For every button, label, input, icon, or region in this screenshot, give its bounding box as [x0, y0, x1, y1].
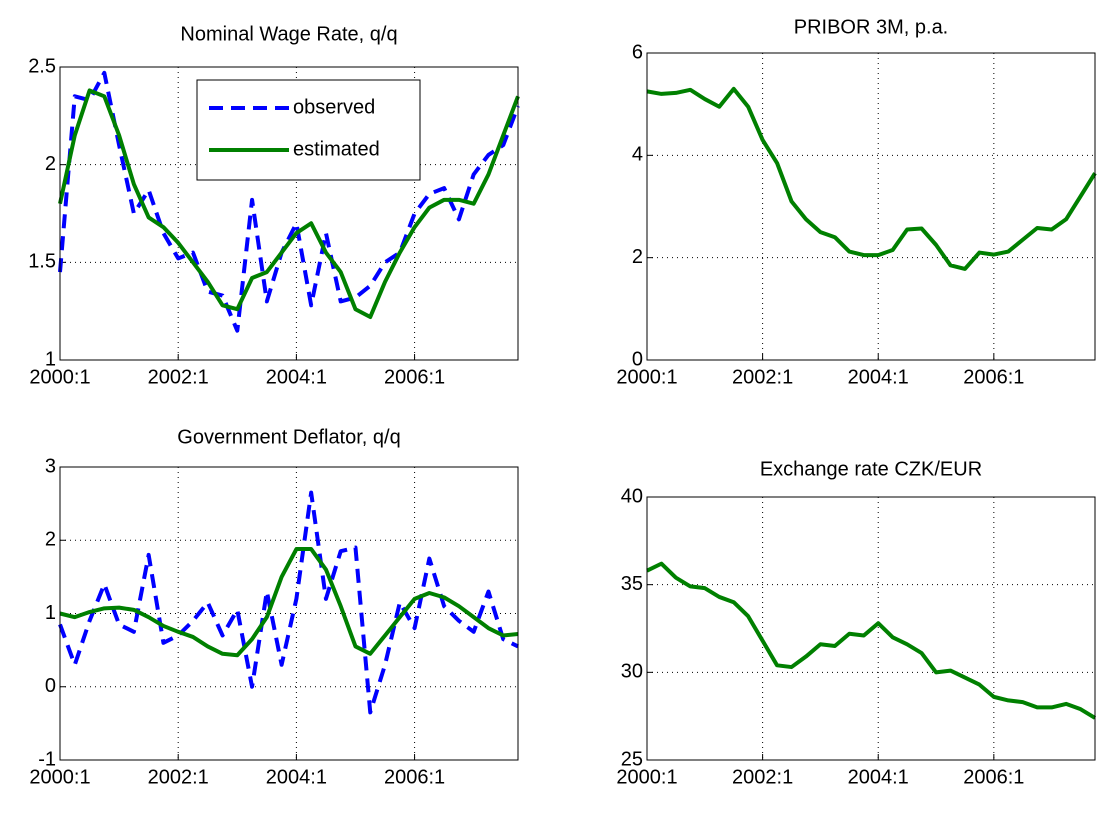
series-line: [58, 88, 520, 320]
subplot-title: Nominal Wage Rate, q/q: [180, 23, 397, 45]
legend-box: [196, 79, 421, 181]
y-tick-label: 40: [621, 485, 643, 507]
y-tick-label: 0: [632, 348, 643, 370]
y-tick-label: 1.5: [28, 251, 56, 273]
y-tick-label: 6: [632, 41, 643, 63]
axes-frame: [59, 66, 519, 361]
series-line: [58, 70, 520, 333]
plot-area: [60, 467, 518, 760]
x-tick-label: 2004:1: [848, 366, 909, 388]
y-tick-label: 1: [45, 602, 56, 624]
y-tick-label: -1: [38, 748, 56, 770]
y-tick-label: 2: [632, 246, 643, 268]
y-tick-label: 1: [45, 348, 56, 370]
x-tick-label: 2000:1: [616, 366, 677, 388]
x-tick-label: 2002:1: [148, 766, 209, 788]
y-tick-label: 30: [621, 661, 643, 683]
x-tick-label: 2000:1: [29, 766, 90, 788]
subplot: PRIBOR 3M, p.a. 0 2 4 6 2000:1 2002:1 2004:1 200…: [616, 16, 1097, 388]
subplot: Nominal Wage Rate, q/q 1 1.5 2 2.5 2000:1 2002…: [28, 23, 520, 388]
x-tick-label: 2006:1: [384, 766, 445, 788]
series-line: [59, 547, 519, 658]
plot-area: [647, 53, 1095, 360]
x-tick-label: 2004:1: [848, 766, 909, 788]
legend-label: observed: [293, 96, 375, 118]
x-tick-label: 2006:1: [384, 366, 445, 388]
y-tick-label: 0: [45, 675, 56, 697]
y-tick-label: 3: [45, 455, 56, 477]
axes-frame: [646, 496, 1096, 761]
axes-frame: [59, 466, 519, 761]
series-line: [646, 86, 1097, 271]
axes-frame: [646, 52, 1096, 361]
x-tick-label: 2002:1: [148, 366, 209, 388]
legend-label: estimated: [293, 138, 380, 160]
subplot: Government Deflator, q/q -1 0 1 2 3 2000:1 2002…: [29, 426, 519, 788]
subplot-title: Exchange rate CZK/EUR: [760, 458, 982, 480]
y-tick-label: 35: [621, 573, 643, 595]
subplot: Exchange rate CZK/EUR 25 30 35 40 2000:1 2002:…: [616, 458, 1097, 788]
series-line: [646, 561, 1097, 720]
x-tick-label: 2006:1: [963, 766, 1024, 788]
x-tick-label: 2000:1: [29, 366, 90, 388]
x-tick-label: 2002:1: [732, 366, 793, 388]
x-tick-label: 2002:1: [732, 766, 793, 788]
x-tick-label: 2006:1: [963, 366, 1024, 388]
y-tick-label: 25: [621, 748, 643, 770]
y-tick-label: 2.5: [28, 55, 56, 77]
x-tick-label: 2004:1: [266, 366, 327, 388]
subplot-title: Government Deflator, q/q: [177, 426, 400, 448]
subplot-title: PRIBOR 3M, p.a.: [794, 16, 949, 38]
x-tick-label: 2000:1: [616, 766, 677, 788]
x-tick-label: 2004:1: [266, 766, 327, 788]
y-tick-label: 4: [632, 144, 643, 166]
y-tick-label: 2: [45, 153, 56, 175]
y-tick-label: 2: [45, 529, 56, 551]
